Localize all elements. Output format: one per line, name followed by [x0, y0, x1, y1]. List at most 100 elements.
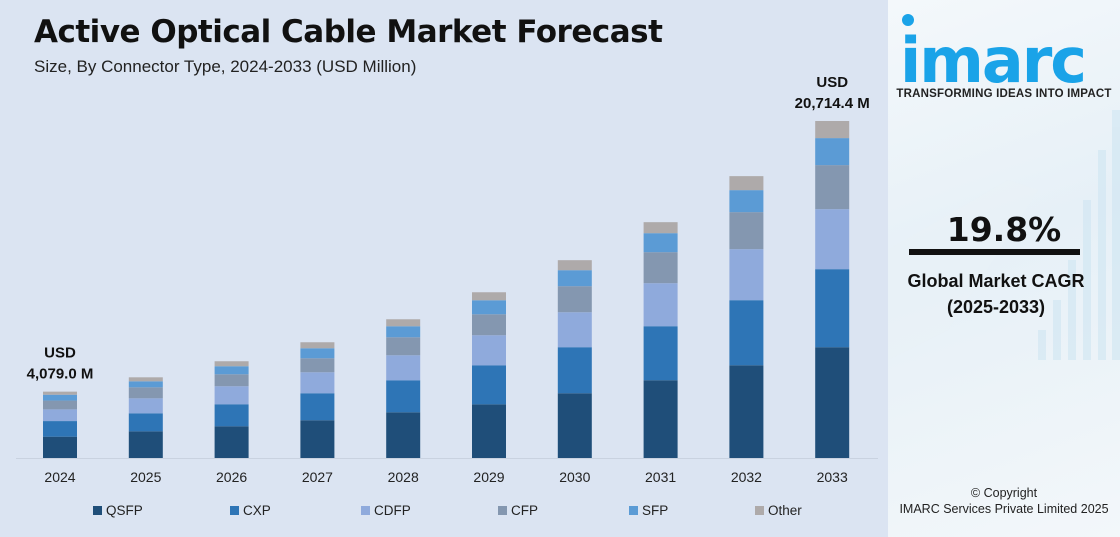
bar-segment-sfp-2030	[557, 270, 592, 287]
bar-segment-cxp-2029	[472, 365, 506, 405]
bar-segment-cfp-2031	[643, 252, 678, 284]
bar-segment-qsfp-2026	[214, 426, 249, 458]
cagr-label-text: Global Market CAGR	[907, 271, 1085, 291]
bar-segment-sfp-2026	[214, 366, 249, 375]
bar-segment-cfp-2033	[815, 165, 850, 210]
bar-segment-qsfp-2025	[128, 431, 163, 458]
bar-segment-qsfp-2030	[557, 393, 592, 458]
cagr-period: (2025-2033)	[946, 297, 1046, 317]
legend-marker-other	[755, 506, 764, 515]
legend-marker-cdfp	[361, 506, 370, 515]
x-tick-label: 2025	[130, 469, 161, 485]
bar-segment-sfp-2024	[43, 394, 77, 401]
bar-segment-other-2024	[43, 391, 77, 395]
bar-segment-qsfp-2031	[643, 380, 678, 458]
total-annotation-value: 20,714.4 M	[795, 95, 870, 112]
bar-segment-cxp-2032	[729, 300, 764, 366]
x-tick-label: 2026	[216, 469, 247, 485]
legend-label-other: Other	[768, 503, 802, 518]
bar-segment-cfp-2029	[472, 314, 506, 336]
tagline: TRANSFORMING IDEAS INTO IMPACT	[896, 88, 1112, 100]
x-tick-label: 2029	[473, 469, 504, 485]
bar-segment-qsfp-2033	[815, 347, 850, 458]
legend-label-cxp: CXP	[243, 503, 271, 518]
bar-segment-sfp-2025	[128, 381, 163, 388]
company-name: IMARC Services Private Limited 2025	[899, 502, 1109, 516]
bar-segment-cxp-2033	[815, 269, 850, 348]
x-tick-label: 2027	[302, 469, 333, 485]
chart-panel: Active Optical Cable Market Forecast Siz…	[0, 0, 888, 537]
bar-segment-cxp-2027	[300, 393, 335, 421]
x-tick-label: 2031	[645, 469, 676, 485]
bar-segment-other-2028	[386, 319, 421, 327]
x-tick-label: 2033	[817, 469, 848, 485]
bar-segment-cfp-2026	[214, 374, 249, 387]
bar-segment-cxp-2028	[386, 380, 421, 413]
chart-title: Active Optical Cable Market Forecast	[34, 14, 663, 50]
bar-segment-other-2026	[214, 361, 249, 367]
legend-marker-qsfp	[93, 506, 102, 515]
bar-segment-other-2027	[300, 342, 335, 349]
bar-segment-cfp-2024	[43, 400, 77, 410]
copyright-line: © Copyright	[970, 486, 1038, 500]
bar-segment-cfp-2028	[386, 337, 421, 356]
bar-segment-cxp-2030	[557, 347, 592, 394]
bar-segment-other-2032	[729, 176, 764, 191]
bar-segment-other-2030	[557, 260, 592, 271]
bar-segment-cdfp-2029	[472, 335, 506, 366]
bar-segment-sfp-2027	[300, 348, 335, 359]
bar-segment-sfp-2028	[386, 326, 421, 338]
imarc-logo: imarc	[900, 14, 1087, 90]
legend-marker-cxp	[230, 506, 239, 515]
legend-label-cdfp: CDFP	[374, 503, 411, 518]
legend-label-qsfp: QSFP	[106, 503, 143, 518]
bar-segment-cfp-2025	[128, 387, 163, 399]
svg-text:imarc: imarc	[900, 24, 1085, 90]
bar-segment-cdfp-2032	[729, 249, 764, 301]
cagr-divider	[909, 249, 1080, 255]
legend-label-cfp: CFP	[511, 503, 538, 518]
bar-segment-cdfp-2033	[815, 209, 850, 270]
chart-subtitle: Size, By Connector Type, 2024-2033 (USD …	[34, 57, 417, 76]
stacked-bar-chart: 2024 2025 2026 2027 2028 2029 2030 2031 2032 2033…	[16, 74, 878, 518]
bar-segment-cdfp-2031	[643, 283, 678, 327]
legend-label-sfp: SFP	[642, 503, 668, 518]
cagr-value: 19.8%	[946, 210, 1062, 249]
bar-segment-other-2031	[643, 222, 678, 234]
bar-segment-qsfp-2032	[729, 365, 764, 458]
x-tick-label: 2024	[44, 469, 75, 485]
bar-segment-sfp-2029	[472, 300, 506, 315]
x-tick-label: 2032	[731, 469, 762, 485]
total-annotation-currency: USD	[44, 345, 76, 362]
cagr-label: Global Market CAGR (2025-2033)	[888, 268, 1104, 320]
bar-segment-cxp-2025	[128, 413, 163, 432]
legend-marker-cfp	[498, 506, 507, 515]
total-annotation-value: 4,079.0 M	[27, 366, 94, 383]
bar-segment-sfp-2032	[729, 190, 764, 213]
x-tick-label: 2030	[559, 469, 590, 485]
bar-segment-cfp-2027	[300, 358, 335, 373]
bar-segment-qsfp-2029	[472, 404, 506, 458]
bar-segment-cxp-2031	[643, 326, 678, 381]
bar-segment-cdfp-2024	[43, 409, 77, 422]
bar-segment-cdfp-2027	[300, 372, 335, 394]
bar-segment-cfp-2030	[557, 286, 592, 313]
bar-segment-sfp-2033	[815, 138, 850, 166]
bar-segment-cdfp-2028	[386, 355, 421, 381]
bar-segment-other-2025	[128, 377, 163, 382]
bar-segment-cfp-2032	[729, 212, 764, 250]
bar-segment-other-2033	[815, 121, 850, 139]
bar-segment-sfp-2031	[643, 233, 678, 253]
legend-marker-sfp	[629, 506, 638, 515]
copyright: © Copyright IMARC Services Private Limit…	[888, 485, 1120, 517]
bar-segment-qsfp-2027	[300, 420, 335, 458]
background-decoration	[888, 110, 1120, 360]
x-tick-label: 2028	[388, 469, 419, 485]
bar-segment-qsfp-2024	[43, 436, 77, 458]
bar-segment-cdfp-2026	[214, 386, 249, 405]
bar-segment-qsfp-2028	[386, 412, 421, 458]
bar-segment-cxp-2026	[214, 404, 249, 427]
bar-segment-cdfp-2030	[557, 312, 592, 348]
bar-segment-cxp-2024	[43, 421, 77, 437]
total-annotation-currency: USD	[816, 74, 848, 91]
